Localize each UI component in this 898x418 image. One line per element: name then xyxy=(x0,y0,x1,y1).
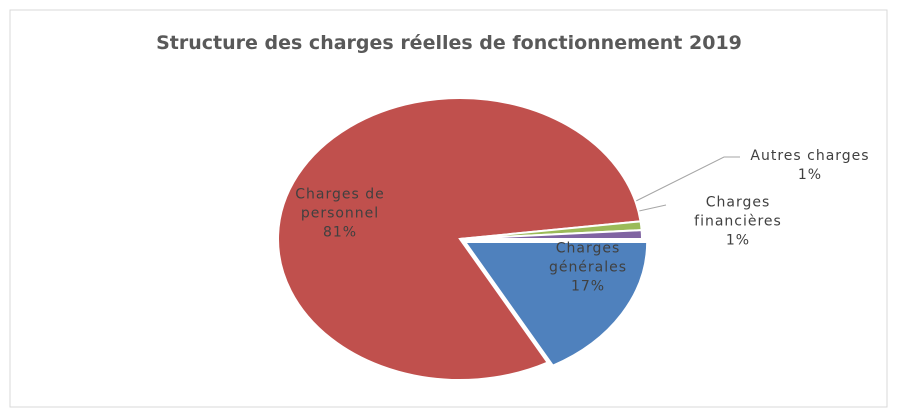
label-value: 17% xyxy=(570,278,606,295)
pie-slice xyxy=(277,97,642,381)
data-label: Charges de personnel 81% xyxy=(280,186,400,243)
label-name: Charges de personnel xyxy=(295,186,385,222)
data-label: Autres charges 1% xyxy=(730,147,890,185)
pie-slice xyxy=(459,229,644,240)
label-value: 81% xyxy=(322,224,358,241)
chart-title: Structure des charges réelles de fonctio… xyxy=(156,32,742,54)
label-value: 1% xyxy=(797,167,823,183)
label-name: Autres charges xyxy=(750,148,870,164)
leader-line xyxy=(635,156,740,202)
data-label: Charges financières 1% xyxy=(683,194,793,251)
label-name: Charges financières xyxy=(694,194,782,230)
label-name: Charges générales xyxy=(548,240,628,276)
data-label: Charges générales 17% xyxy=(533,240,643,297)
pie-slice xyxy=(463,241,649,367)
label-value: 1% xyxy=(725,232,751,249)
leader-line xyxy=(638,204,667,212)
